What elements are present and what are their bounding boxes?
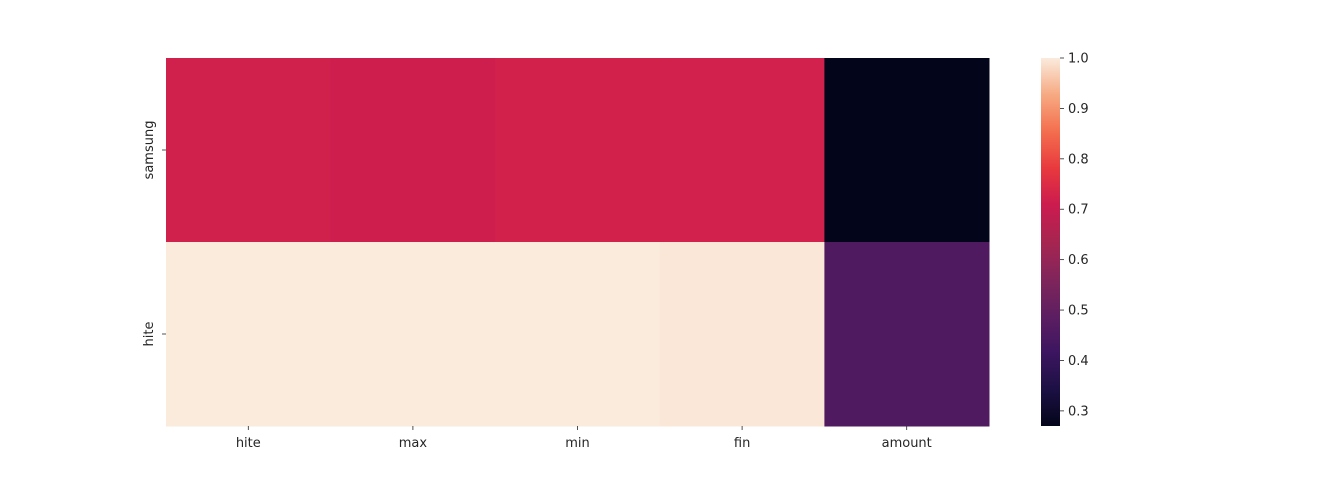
colorbar-tick-label: 1.0 [1068,52,1089,67]
heatmap-cell-hite-max [330,242,496,427]
heatmap-cell-hite-hite [166,242,332,427]
heatmap-cells [166,58,990,427]
colorbar: 0.3 0.4 0.5 0.6 0.7 0.8 0.9 1.0 [1041,52,1089,426]
colorbar-tick-label: 0.3 [1068,404,1089,419]
heatmap-cell-hite-fin [659,242,825,427]
y-tick-label: hite [142,322,157,347]
colorbar-tick-label: 0.6 [1068,253,1089,268]
heatmap-cell-hite-amount [824,242,990,427]
colorbar-tick-label: 0.7 [1068,203,1089,218]
x-tick-label: amount [882,436,932,451]
heatmap-cell-samsung-hite [166,58,332,243]
heatmap-cell-samsung-min [495,58,661,243]
colorbar-tick-label: 0.5 [1068,304,1089,319]
y-tick-label: samsung [142,121,157,180]
colorbar-tick-label: 0.8 [1068,152,1089,167]
heatmap-cell-hite-min [495,242,661,427]
x-tick-label: min [565,436,590,451]
x-tick-label: max [399,436,428,451]
colorbar-gradient [1041,58,1060,426]
heatmap-cell-samsung-fin [659,58,825,243]
heatmap-cell-samsung-max [330,58,496,243]
x-tick-label: hite [236,436,261,451]
x-tick-label: fin [734,436,750,451]
colorbar-tick-label: 0.4 [1068,354,1089,369]
y-axis: samsung hite [142,121,166,347]
heatmap-cell-samsung-amount [824,58,990,243]
colorbar-tick-label: 0.9 [1068,102,1089,117]
x-axis: hite max min fin amount [236,426,932,451]
